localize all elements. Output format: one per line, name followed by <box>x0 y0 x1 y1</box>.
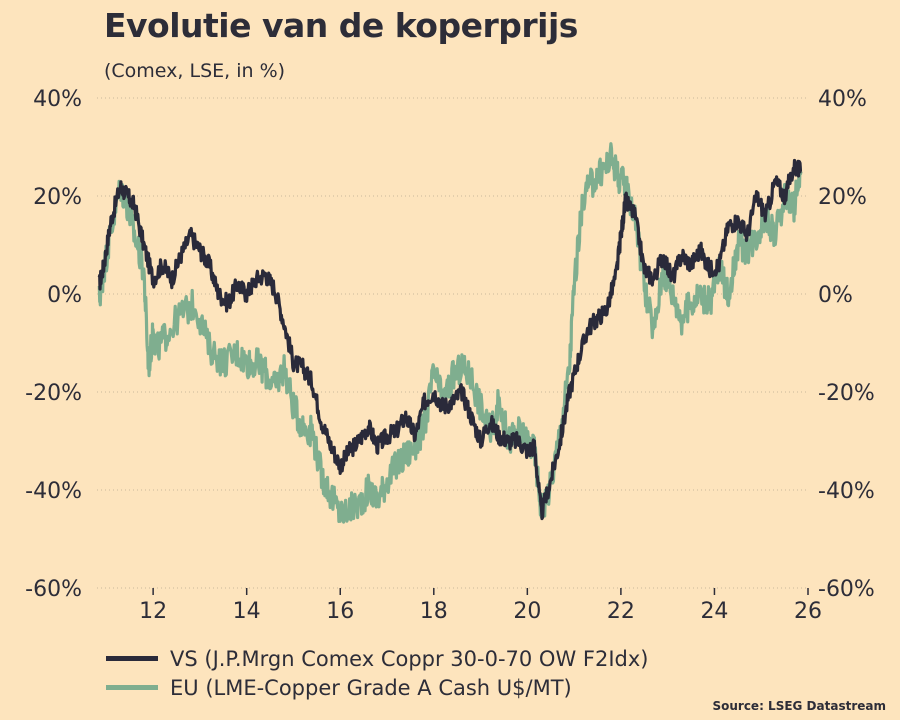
x-tick-label: 24 <box>700 599 728 624</box>
x-tick-label: 14 <box>233 599 261 624</box>
legend-item-eu: EU (LME-Copper Grade A Cash U$/MT) <box>106 673 649 702</box>
y-tick-label-left: 0% <box>47 283 82 308</box>
y-tick-label-right: 0% <box>818 283 853 308</box>
y-tick-label-right: -40% <box>818 479 875 504</box>
x-tick-label: 18 <box>420 599 448 624</box>
y-tick-label-left: 20% <box>33 185 82 210</box>
legend-swatch-vs <box>106 656 158 661</box>
series-line-eu <box>97 142 803 524</box>
y-tick-label-right: -60% <box>818 577 875 602</box>
series-line-vs <box>97 158 803 521</box>
y-tick-label-right: -20% <box>818 381 875 406</box>
x-tick-label: 16 <box>326 599 354 624</box>
line-chart: 40% 20% 0% -20% -40% -60% 40% 20% 0% -20% -40% -60… <box>25 87 875 624</box>
y-axis-left: 40% 20% 0% -20% -40% -60% <box>25 87 82 602</box>
grid-lines <box>97 97 808 589</box>
source-note: Source: LSEG Datastream <box>712 699 886 713</box>
legend: VS (J.P.Mrgn Comex Coppr 30-0-70 OW F2Id… <box>106 644 649 702</box>
y-tick-label-left: -40% <box>25 479 82 504</box>
x-tick-label: 20 <box>513 599 541 624</box>
legend-label-vs: VS (J.P.Mrgn Comex Coppr 30-0-70 OW F2Id… <box>170 646 649 671</box>
series-group <box>97 142 803 524</box>
y-tick-label-left: -60% <box>25 577 82 602</box>
legend-item-vs: VS (J.P.Mrgn Comex Coppr 30-0-70 OW F2Id… <box>106 644 649 673</box>
y-tick-label-left: -20% <box>25 381 82 406</box>
y-tick-label-left: 40% <box>33 87 82 112</box>
x-axis: 12 14 16 18 20 22 24 26 <box>139 588 822 624</box>
chart-title: Evolutie van de koperprijs <box>104 6 578 45</box>
y-tick-label-right: 20% <box>818 185 867 210</box>
chart-subtitle: (Comex, LSE, in %) <box>104 60 286 82</box>
x-tick-label: 22 <box>607 599 635 624</box>
legend-label-eu: EU (LME-Copper Grade A Cash U$/MT) <box>170 675 572 700</box>
x-tick-label: 26 <box>794 599 822 624</box>
x-tick-label: 12 <box>139 599 167 624</box>
y-axis-right: 40% 20% 0% -20% -40% -60% <box>818 87 875 602</box>
legend-swatch-eu <box>106 685 158 690</box>
y-tick-label-right: 40% <box>818 87 867 112</box>
